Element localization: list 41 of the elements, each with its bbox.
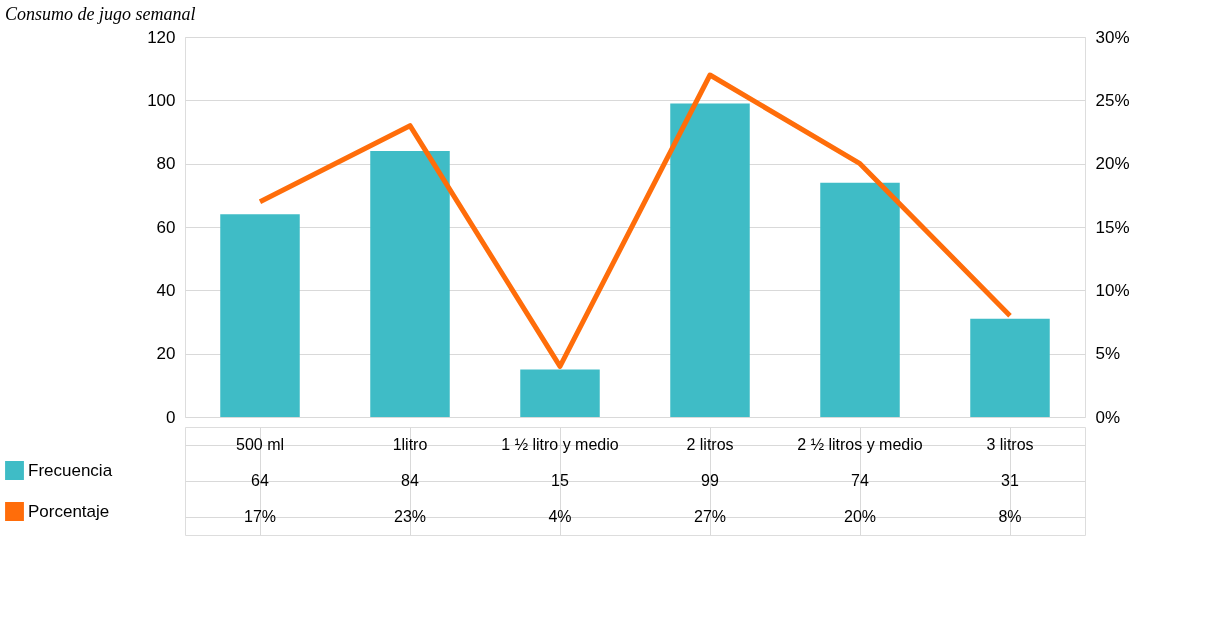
y-tick-label: 0 bbox=[166, 407, 176, 427]
data-label: 27% bbox=[693, 508, 727, 525]
y-tick-label: 40 bbox=[156, 280, 176, 300]
y-tick-label: 120 bbox=[147, 27, 176, 47]
y2-tick-label: 15% bbox=[1095, 217, 1130, 237]
data-label: 17% bbox=[243, 508, 277, 525]
data-label: 99 bbox=[701, 472, 719, 489]
x-tick-label: 2 litros bbox=[686, 436, 734, 453]
data-label: 8% bbox=[998, 508, 1022, 525]
y2-tick-label: 20% bbox=[1095, 154, 1130, 174]
y-tick-label: 20 bbox=[156, 344, 176, 364]
y2-tick-label: 25% bbox=[1095, 90, 1130, 110]
x-tick-label: 500 ml bbox=[235, 436, 285, 453]
bar bbox=[970, 318, 1050, 417]
y2-tick-label: 5% bbox=[1095, 344, 1121, 364]
y-tick-label: 100 bbox=[147, 90, 176, 110]
x-tick-label: 1 ½ litro y medio bbox=[501, 436, 619, 453]
data-label: 84 bbox=[401, 472, 419, 489]
bar bbox=[220, 214, 300, 417]
x-tick-label: 1litro bbox=[392, 436, 428, 453]
x-tick-label: 2 ½ litros y medio bbox=[797, 436, 923, 453]
bar bbox=[370, 151, 450, 417]
data-label: 20% bbox=[843, 508, 877, 525]
bar bbox=[820, 182, 900, 417]
y-tick-label: 60 bbox=[156, 217, 176, 237]
data-label: 4% bbox=[548, 508, 572, 525]
data-label: 31 bbox=[1001, 472, 1019, 489]
y2-tick-label: 30% bbox=[1095, 27, 1130, 47]
data-label: 74 bbox=[851, 472, 869, 489]
y2-tick-label: 0% bbox=[1095, 407, 1121, 427]
chart-title: Consumo de jugo semanal bbox=[5, 3, 196, 24]
data-label: 64 bbox=[251, 472, 269, 489]
y2-tick-label: 10% bbox=[1095, 280, 1130, 300]
data-label: 23% bbox=[393, 508, 427, 525]
legend-label: Frecuencia bbox=[28, 460, 113, 480]
data-label: 15 bbox=[551, 472, 569, 489]
legend-label: Porcentaje bbox=[28, 501, 110, 521]
x-tick-label: 3 litros bbox=[986, 436, 1034, 453]
bar bbox=[520, 369, 600, 417]
y-tick-label: 80 bbox=[156, 154, 176, 174]
bar bbox=[670, 103, 750, 417]
